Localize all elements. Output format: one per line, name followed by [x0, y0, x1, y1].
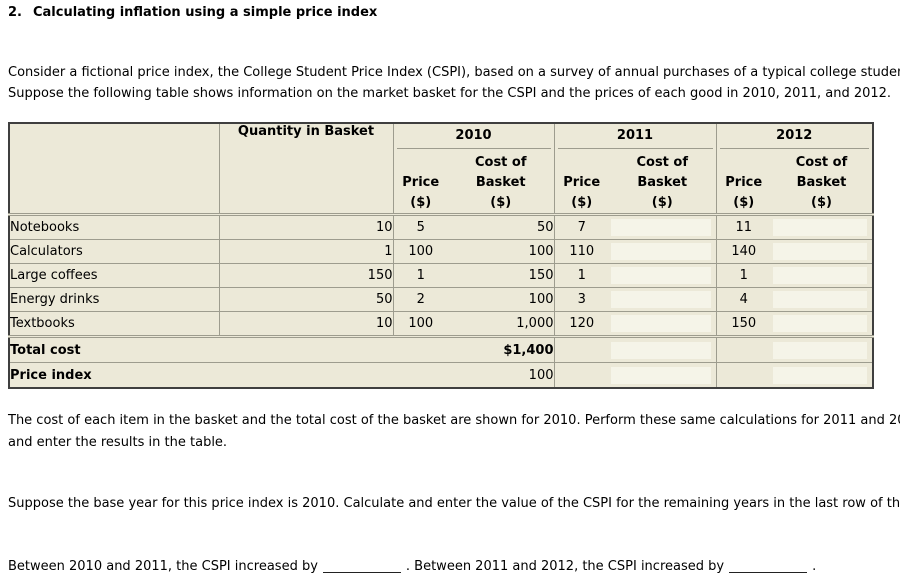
total-cost-2010-value: $1,400 — [448, 336, 555, 363]
cost-2012-large-coffees-input[interactable] — [773, 267, 867, 284]
after-table-paragraph: The cost of each item in the basket and … — [8, 410, 900, 454]
price-header-2010: Price ($) — [393, 151, 448, 216]
price-2010-value: 100 — [393, 239, 448, 264]
table-row-large-coffees: Large coffees 150 1 150 1 1 — [9, 263, 873, 288]
price-2012-value: 11 — [716, 214, 771, 240]
quantity-value: 150 — [219, 263, 394, 288]
cost-2012-notebooks-input[interactable] — [773, 219, 867, 236]
cost-2011-energy-drinks-input[interactable] — [611, 291, 711, 308]
fill-in-text-3: . — [812, 559, 817, 574]
price-2011-value: 3 — [554, 287, 609, 312]
cost-2012-textbooks-input[interactable] — [773, 315, 867, 332]
price-2011-value: 1 — [554, 263, 609, 288]
table-row-calculators: Calculators 1 100 100 110 140 — [9, 239, 873, 264]
base-year-line: Suppose the base year for this price ind… — [8, 496, 900, 511]
quantity-value: 10 — [219, 311, 394, 338]
table-row-textbooks: Textbooks 10 100 1,000 120 150 — [9, 311, 873, 338]
price-2010-value: 100 — [393, 311, 448, 338]
item-label: Notebooks — [9, 214, 220, 240]
item-label: Energy drinks — [9, 287, 220, 312]
price-2011-value: 110 — [554, 239, 609, 264]
price-2011-value: 7 — [554, 214, 609, 240]
question-number: 2. — [8, 5, 22, 20]
cost-2010-value: 100 — [448, 287, 555, 312]
cost-header-2010: Cost of Basket ($) — [448, 151, 555, 216]
total-cost-2011-input[interactable] — [611, 341, 711, 359]
price-header-2012: Price ($) — [716, 151, 771, 216]
price-2012-value: 140 — [716, 239, 771, 264]
price-2010-value: 2 — [393, 287, 448, 312]
fill-in-text-1: Between 2010 and 2011, the CSPI increase… — [8, 559, 318, 574]
cost-2012-calculators-input[interactable] — [773, 243, 867, 260]
cost-2010-value: 50 — [448, 214, 555, 240]
year-header-2010: 2010 — [393, 123, 555, 151]
cost-2011-textbooks-input[interactable] — [611, 315, 711, 332]
item-label: Textbooks — [9, 311, 220, 338]
fill-in-sentence: Between 2010 and 2011, the CSPI increase… — [8, 557, 816, 574]
quantity-value: 10 — [219, 214, 394, 240]
total-cost-2012-input[interactable] — [773, 341, 867, 359]
after-table-line-2: and enter the results in the table. — [8, 435, 228, 450]
table-row-notebooks: Notebooks 10 5 50 7 11 — [9, 214, 873, 240]
price-index-row: Price index 100 — [9, 362, 873, 388]
quantity-column-header: Quantity in Basket — [219, 123, 394, 216]
intro-paragraph: Consider a fictional price index, the Co… — [8, 62, 900, 104]
item-label: Large coffees — [9, 263, 220, 288]
cost-2011-notebooks-input[interactable] — [611, 219, 711, 236]
cost-2010-value: 150 — [448, 263, 555, 288]
price-index-2011-input[interactable] — [611, 366, 711, 384]
base-year-paragraph: Suppose the base year for this price ind… — [8, 496, 900, 511]
intro-line-1: Consider a fictional price index, the Co… — [8, 65, 900, 80]
price-index-label: Price index — [10, 367, 92, 383]
blank-2011-2012[interactable] — [729, 557, 808, 573]
price-2011-value: 120 — [554, 311, 609, 338]
cspi-table: Quantity in Basket 2010 2011 2012 Price … — [8, 122, 874, 389]
intro-line-2: Suppose the following table shows inform… — [8, 86, 892, 101]
fill-in-text-2: . Between 2011 and 2012, the CSPI increa… — [405, 559, 725, 574]
year-header-2012: 2012 — [716, 123, 873, 151]
quantity-value: 1 — [219, 239, 394, 264]
item-label: Calculators — [9, 239, 220, 264]
question-title-text: Calculating inflation using a simple pri… — [32, 5, 378, 20]
total-cost-row: Total cost $1,400 — [9, 336, 873, 363]
cost-2011-calculators-input[interactable] — [611, 243, 711, 260]
year-header-2011: 2011 — [554, 123, 717, 151]
corner-header-cell — [9, 123, 220, 216]
price-2012-value: 4 — [716, 287, 771, 312]
cost-2012-energy-drinks-input[interactable] — [773, 291, 867, 308]
price-2010-value: 5 — [393, 214, 448, 240]
table-row-energy-drinks: Energy drinks 50 2 100 3 4 — [9, 287, 873, 312]
after-table-line-1: The cost of each item in the basket and … — [8, 413, 900, 428]
price-index-2010-value: 100 — [448, 362, 555, 388]
question-title: 2. Calculating inflation using a simple p… — [8, 5, 377, 20]
total-cost-label: Total cost — [9, 336, 448, 363]
price-2010-value: 1 — [393, 263, 448, 288]
cost-2010-value: 100 — [448, 239, 555, 264]
price-2012-value: 150 — [716, 311, 771, 338]
cost-header-2012: Cost of Basket ($) — [771, 151, 873, 216]
quantity-value: 50 — [219, 287, 394, 312]
cost-2010-value: 1,000 — [448, 311, 555, 338]
price-header-2011: Price ($) — [554, 151, 609, 216]
price-2012-value: 1 — [716, 263, 771, 288]
cost-2011-large-coffees-input[interactable] — [611, 267, 711, 284]
price-index-2012-input[interactable] — [773, 366, 867, 384]
cost-header-2011: Cost of Basket ($) — [609, 151, 717, 216]
blank-2010-2011[interactable] — [322, 557, 401, 573]
